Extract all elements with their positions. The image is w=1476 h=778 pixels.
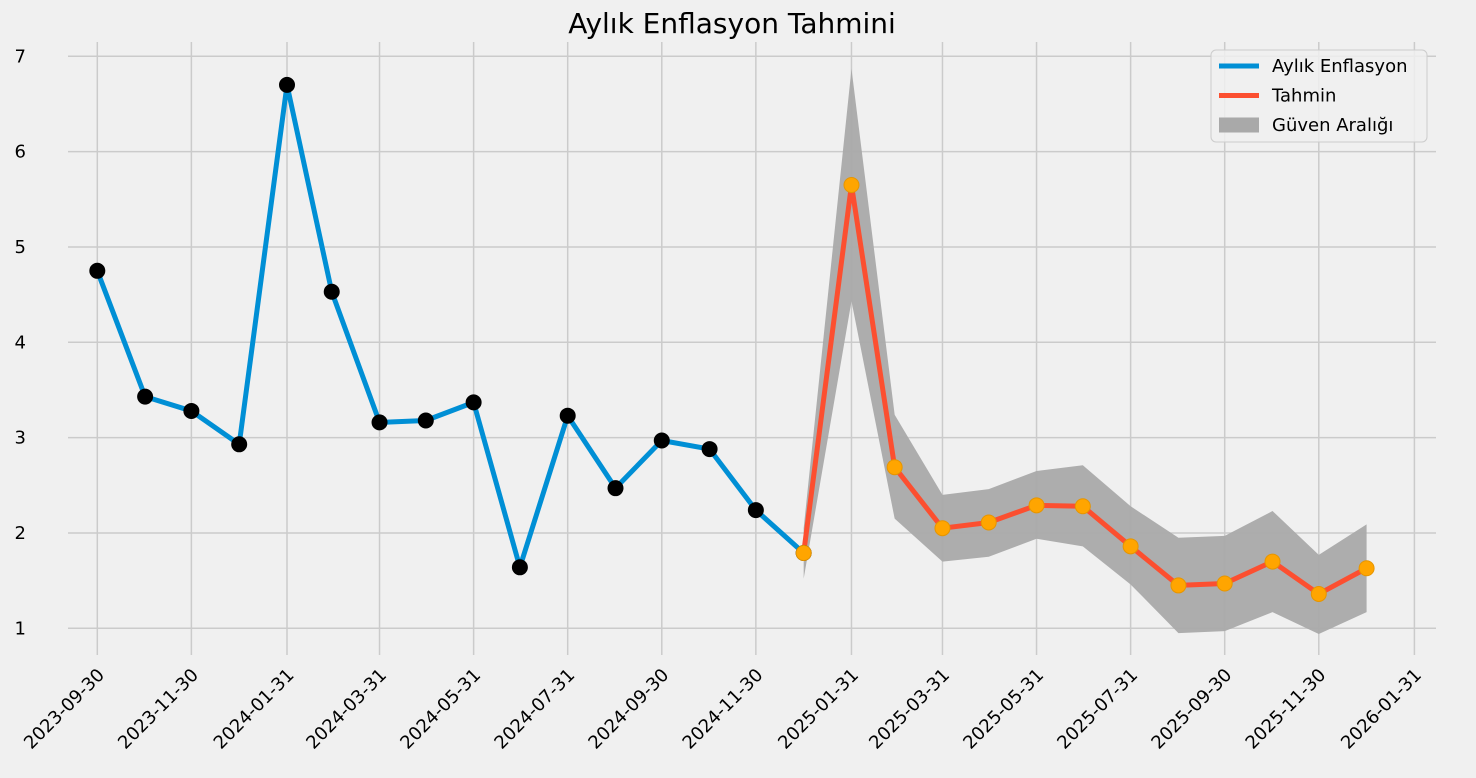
forecast-data-point — [1074, 498, 1091, 515]
y-tick-label: 2 — [15, 523, 26, 544]
x-tick-label: 2026-01-31 — [1337, 665, 1426, 754]
legend-entry-confidence-label: Güven Aralığı — [1272, 115, 1393, 136]
forecast-data-point — [1310, 585, 1327, 602]
x-tick-label: 2025-01-31 — [774, 665, 863, 754]
actual-data-point — [323, 283, 340, 300]
forecast-data-point — [980, 514, 997, 531]
actual-data-point — [89, 262, 106, 279]
actual-data-point — [559, 407, 576, 424]
legend-entry-forecast-label: Tahmin — [1271, 86, 1336, 107]
confidence-band-layer — [803, 68, 1367, 635]
x-tick-label: 2025-09-30 — [1147, 665, 1236, 754]
x-tick-label: 2024-03-31 — [302, 665, 391, 754]
legend-box — [1210, 49, 1428, 143]
x-axis-tick-labels: 2023-09-30 2023-11-30 2024-01-31 2024-03-31… — [20, 665, 1426, 754]
x-tick-label: 2024-07-31 — [490, 665, 579, 754]
actual-data-point — [653, 432, 670, 449]
forecast-data-point — [843, 177, 860, 194]
actual-data-point — [371, 414, 388, 431]
legend-entry-actual-label: Aylık Enflasyon — [1272, 56, 1408, 77]
x-tick-label: 2024-01-31 — [210, 665, 299, 754]
forecast-data-point — [1264, 553, 1281, 570]
actual-data-point — [747, 502, 764, 519]
legend: Aylık Enflasyon Tahmin Güven Aralığı — [1210, 49, 1428, 143]
forecast-data-point — [886, 459, 903, 476]
forecast-data-point — [1028, 497, 1045, 514]
y-tick-label: 6 — [15, 142, 26, 163]
x-tick-label: 2024-09-30 — [584, 665, 673, 754]
actual-data-point — [137, 388, 154, 405]
forecast-data-point — [934, 520, 951, 537]
actual-data-point — [511, 559, 528, 576]
y-tick-label: 1 — [15, 618, 26, 639]
actual-data-point — [701, 441, 718, 458]
x-tick-label: 2025-03-31 — [865, 665, 954, 754]
forecast-data-point — [1122, 538, 1139, 555]
y-axis-tick-labels: 1 2 3 4 5 6 7 — [15, 46, 26, 639]
x-tick-label: 2023-09-30 — [20, 665, 109, 754]
actual-series-line — [94, 82, 807, 570]
actual-data-point — [607, 480, 624, 497]
actual-data-point — [465, 394, 482, 411]
forecast-data-point — [1170, 577, 1187, 594]
y-tick-label: 3 — [15, 428, 26, 449]
grid-lines — [68, 42, 1436, 655]
y-tick-label: 4 — [15, 332, 26, 353]
actual-data-point — [231, 436, 248, 453]
chart-title: Aylık Enflasyon Tahmini — [568, 7, 896, 40]
series-markers — [89, 76, 1375, 602]
forecast-data-point — [1358, 560, 1375, 577]
actual-data-point — [417, 412, 434, 429]
forecast-data-point — [1216, 575, 1233, 592]
y-tick-label: 7 — [15, 46, 26, 67]
x-tick-label: 2024-11-30 — [679, 665, 768, 754]
x-tick-label: 2025-07-31 — [1053, 665, 1142, 754]
x-tick-label: 2025-11-30 — [1242, 665, 1331, 754]
legend-entry-confidence-swatch — [1219, 117, 1259, 133]
x-tick-label: 2023-11-30 — [114, 665, 203, 754]
forecast-data-point — [795, 544, 812, 561]
confidence-band — [803, 68, 1367, 635]
actual-data-point — [183, 402, 200, 419]
x-tick-label: 2025-05-31 — [959, 665, 1048, 754]
x-tick-label: 2024-05-31 — [396, 665, 485, 754]
y-tick-label: 5 — [15, 237, 26, 258]
actual-data-point — [279, 76, 296, 93]
